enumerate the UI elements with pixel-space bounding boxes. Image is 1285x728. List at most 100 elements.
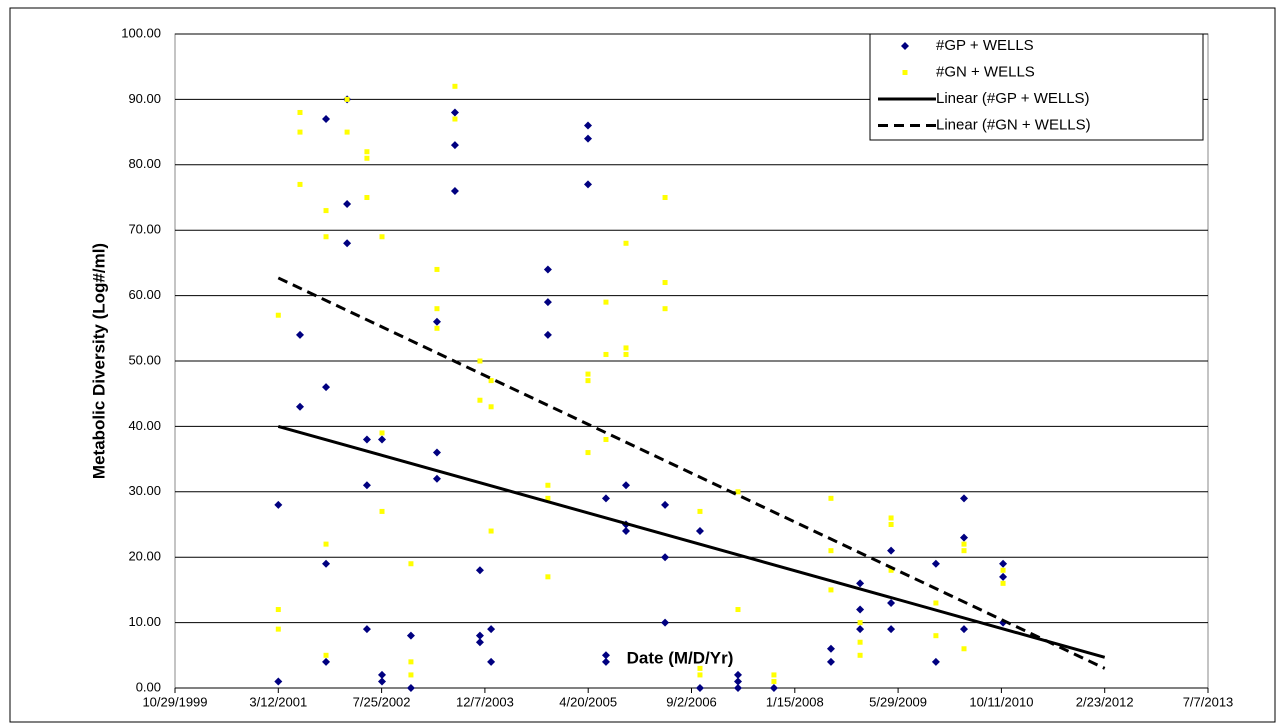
point [603, 436, 609, 442]
x-tick-label: 12/7/2003 [456, 694, 514, 709]
legend-label: #GN + WELLS [936, 63, 1035, 80]
point [828, 548, 834, 554]
point [733, 670, 742, 679]
point [477, 397, 483, 403]
point [661, 500, 670, 509]
point [488, 404, 494, 410]
point [826, 644, 835, 653]
point [543, 265, 552, 274]
point [323, 541, 329, 547]
point [585, 378, 591, 384]
point [857, 620, 863, 626]
point [295, 402, 304, 411]
point [771, 672, 777, 678]
point [274, 500, 283, 509]
legend-label: #GP + WELLS [936, 37, 1034, 54]
point [322, 115, 331, 124]
y-tick-label: 60.00 [128, 287, 161, 302]
x-tick-label: 7/25/2002 [353, 694, 411, 709]
point [344, 96, 350, 102]
x-tick-label: 10/29/1999 [142, 694, 207, 709]
point [408, 659, 414, 665]
point [931, 657, 940, 666]
y-tick-label: 70.00 [128, 222, 161, 237]
point [856, 579, 865, 588]
y-axis-label: Metabolic Diversity (Log#/ml) [89, 243, 108, 479]
point [857, 639, 863, 645]
x-tick-label: 9/2/2006 [666, 694, 717, 709]
legend-label: Linear (#GN + WELLS) [936, 116, 1091, 133]
y-tick-label: 0.00 [136, 679, 161, 694]
point [662, 195, 668, 200]
point [543, 330, 552, 339]
point [297, 181, 303, 187]
point [362, 625, 371, 634]
point [322, 383, 331, 392]
point [362, 481, 371, 490]
point [545, 574, 551, 580]
point [406, 631, 415, 640]
point [275, 626, 281, 632]
point [408, 561, 414, 567]
point [623, 240, 629, 246]
point [960, 625, 969, 634]
point [601, 651, 610, 660]
point [933, 633, 939, 639]
point [601, 657, 610, 666]
point [379, 508, 385, 514]
x-tick-label: 4/20/2005 [559, 694, 617, 709]
point [961, 541, 967, 547]
point [888, 522, 894, 527]
y-tick-label: 30.00 [128, 483, 161, 498]
point [661, 553, 670, 562]
point [1000, 567, 1006, 573]
point [961, 646, 967, 652]
point [603, 351, 609, 357]
point [475, 566, 484, 575]
point [406, 684, 415, 692]
point [697, 672, 703, 678]
point [856, 625, 865, 634]
point [323, 234, 329, 240]
point [450, 108, 459, 117]
point [475, 631, 484, 640]
point [999, 572, 1008, 581]
point [432, 448, 441, 457]
point [322, 657, 331, 666]
point [695, 684, 704, 692]
point [888, 515, 894, 521]
point [828, 587, 834, 593]
point [697, 508, 703, 514]
point [960, 533, 969, 542]
point [408, 672, 414, 678]
x-axis-label: Date (M/D/Yr) [627, 648, 734, 667]
point [475, 638, 484, 647]
point [623, 345, 629, 351]
y-tick-label: 90.00 [128, 91, 161, 106]
point [275, 312, 281, 318]
point [378, 435, 387, 444]
point [828, 495, 834, 501]
legend-label: Linear (#GP + WELLS) [936, 90, 1090, 107]
point [297, 129, 303, 135]
point [487, 625, 496, 634]
point [583, 180, 592, 189]
point [697, 665, 703, 671]
point [603, 299, 609, 305]
point [887, 625, 896, 634]
point [432, 317, 441, 326]
point [452, 116, 458, 122]
point [364, 195, 370, 200]
point [661, 618, 670, 627]
point [545, 482, 551, 488]
point [662, 306, 668, 312]
point [378, 670, 387, 679]
point [488, 378, 494, 384]
point [434, 325, 440, 331]
trend-line [277, 276, 1106, 670]
x-tick-label: 3/12/2001 [249, 694, 307, 709]
point [477, 358, 483, 364]
point [275, 607, 281, 613]
point [601, 494, 610, 503]
x-tick-label: 5/29/2009 [869, 694, 927, 709]
